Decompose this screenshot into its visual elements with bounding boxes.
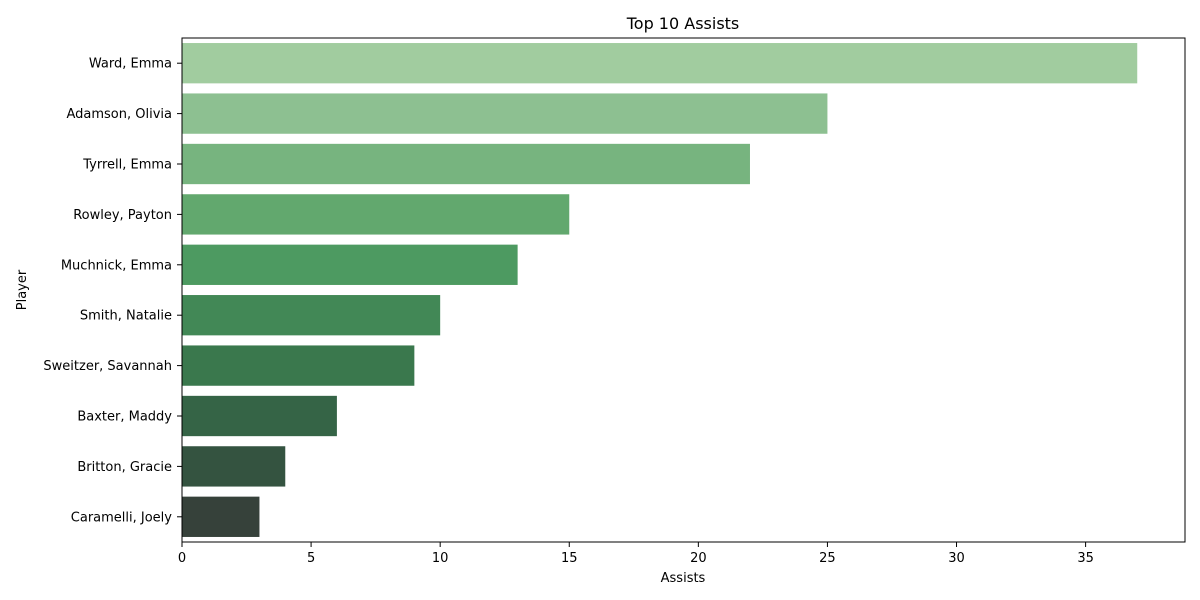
x-tick-label: 10	[432, 551, 449, 566]
y-tick-label: Adamson, Olivia	[66, 107, 172, 122]
x-tick-label: 5	[307, 551, 315, 566]
x-tick-label: 15	[561, 551, 578, 566]
y-tick-label: Britton, Gracie	[77, 460, 172, 475]
bar	[182, 496, 260, 537]
x-axis-ticks: 0 5 10 15 20 25 30 35	[178, 542, 1094, 566]
x-tick-label: 25	[819, 551, 836, 566]
bar	[182, 43, 1138, 84]
bar	[182, 93, 828, 134]
y-tick-label: Caramelli, Joely	[71, 510, 173, 525]
plot-frame	[181, 37, 1186, 543]
bar	[182, 395, 337, 437]
x-tick-label: 0	[178, 551, 186, 566]
bar	[182, 446, 286, 487]
y-tick-label: Rowley, Payton	[73, 208, 172, 223]
y-tick-label: Smith, Natalie	[80, 309, 172, 324]
x-tick-label: 20	[690, 551, 707, 566]
y-axis-title: Player	[15, 269, 30, 310]
y-tick-label: Tyrrell, Emma	[82, 158, 172, 173]
x-axis-title: Assists	[661, 571, 706, 586]
x-tick-label: 30	[948, 551, 965, 566]
bars-group	[182, 43, 1138, 537]
bar	[182, 143, 750, 185]
bar	[182, 194, 570, 235]
y-axis-ticks: Ward, Emma Adamson, Olivia Tyrrell, Emma Ro…	[43, 57, 182, 525]
bar	[182, 295, 441, 336]
y-tick-label: Baxter, Maddy	[77, 410, 172, 425]
chart-title: Top 10 Assists	[626, 14, 740, 33]
bar	[182, 244, 518, 285]
y-tick-label: Ward, Emma	[89, 57, 172, 72]
x-tick-label: 35	[1077, 551, 1094, 566]
bar	[182, 345, 415, 386]
y-tick-label: Sweitzer, Savannah	[43, 359, 172, 374]
y-tick-label: Muchnick, Emma	[61, 258, 172, 273]
